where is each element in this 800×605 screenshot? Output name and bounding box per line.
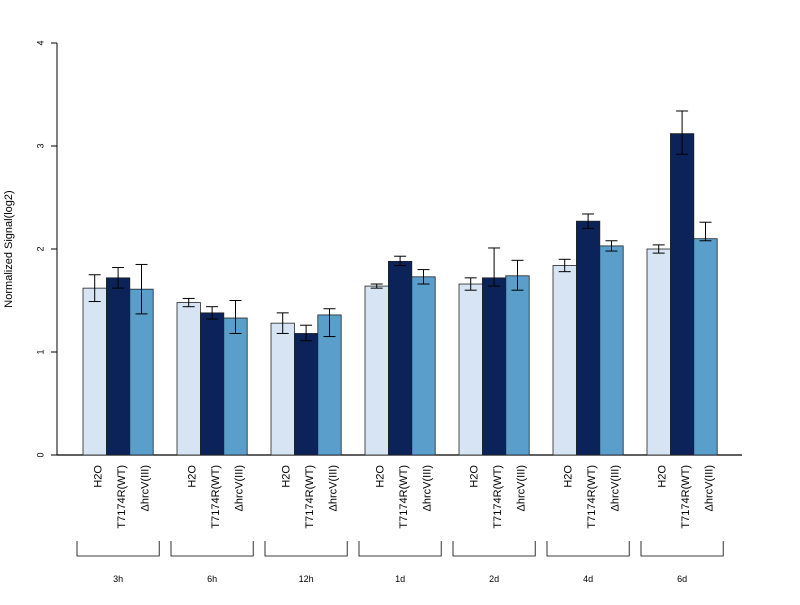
bar-label: ΔhrcV(III) [609,465,621,511]
bar-6d-2 [693,238,718,456]
bar-4d-0 [552,265,577,456]
bar-label: T7174R(WT) [304,465,316,529]
bar-3h-1 [106,277,131,456]
bar-12h-1 [293,333,319,456]
group-label-2d: 2d [489,574,499,584]
y-axis-label: Normalized Signal(log2) [3,190,15,307]
bar-label: H2O [469,465,481,488]
bar-6d-0 [646,248,671,456]
bar-label: T7174R(WT) [116,465,128,529]
bar-6d-1 [670,133,695,456]
bar-3h-0 [82,287,107,456]
group-label-6h: 6h [207,574,217,584]
group-label-1d: 1d [395,574,405,584]
bar-2d-2 [505,275,530,456]
group-bracket [76,541,160,557]
bar-4d-2 [599,245,624,456]
group-label-6d: 6d [677,574,687,584]
bar-6h-2 [223,317,248,456]
bar-6h-0 [176,302,201,456]
bar-label: T7174R(WT) [492,465,504,529]
bar-label: ΔhrcV(III) [139,465,151,511]
bar-4d-1 [576,220,601,456]
bar-label: ΔhrcV(III) [233,465,245,511]
bars [82,133,718,456]
group-bracket [264,541,348,557]
bar-1d-2 [411,276,436,456]
group-labels: 3h 6h 12h 1d 2d 4d 6d [76,541,724,584]
y-tick-label: 4 [35,40,45,45]
bar-label: T7174R(WT) [398,465,410,529]
y-tick-label: 1 [35,349,45,354]
y-tick-label: 2 [35,246,45,251]
bar-2d-1 [481,277,507,456]
bar-label: H2O [563,465,575,488]
bar-label: T7174R(WT) [210,465,222,529]
category-labels: H2O T7174R(WT) ΔhrcV(III) H2O T7174R(WT) Δhrc… [93,465,716,529]
bar-label: H2O [281,465,293,488]
group-bracket [358,541,442,557]
bar-1d-0 [364,285,389,456]
group-bracket [546,541,630,557]
bar-label: ΔhrcV(III) [327,465,339,511]
bar-label: T7174R(WT) [680,465,692,529]
y-tick-label: 0 [35,452,45,457]
bar-label: H2O [375,465,387,488]
bar-label: H2O [93,465,105,488]
bar-label: H2O [657,465,669,488]
bar-label: ΔhrcV(III) [515,465,527,511]
group-label-12h: 12h [299,574,314,584]
error-bars [88,110,712,342]
group-bracket [452,541,536,557]
group-label-4d: 4d [583,574,593,584]
bar-6h-1 [199,312,225,456]
bar-label: ΔhrcV(III) [421,465,433,511]
bar-label: ΔhrcV(III) [703,465,715,511]
group-bracket [170,541,254,557]
bar-label: T7174R(WT) [586,465,598,529]
bar-1d-1 [387,260,413,456]
group-bracket [640,541,724,557]
bar-12h-0 [270,322,295,456]
y-tick-label: 3 [35,143,45,148]
bar-label: H2O [187,465,199,488]
bar-2d-0 [458,283,483,456]
group-label-3h: 3h [113,574,123,584]
